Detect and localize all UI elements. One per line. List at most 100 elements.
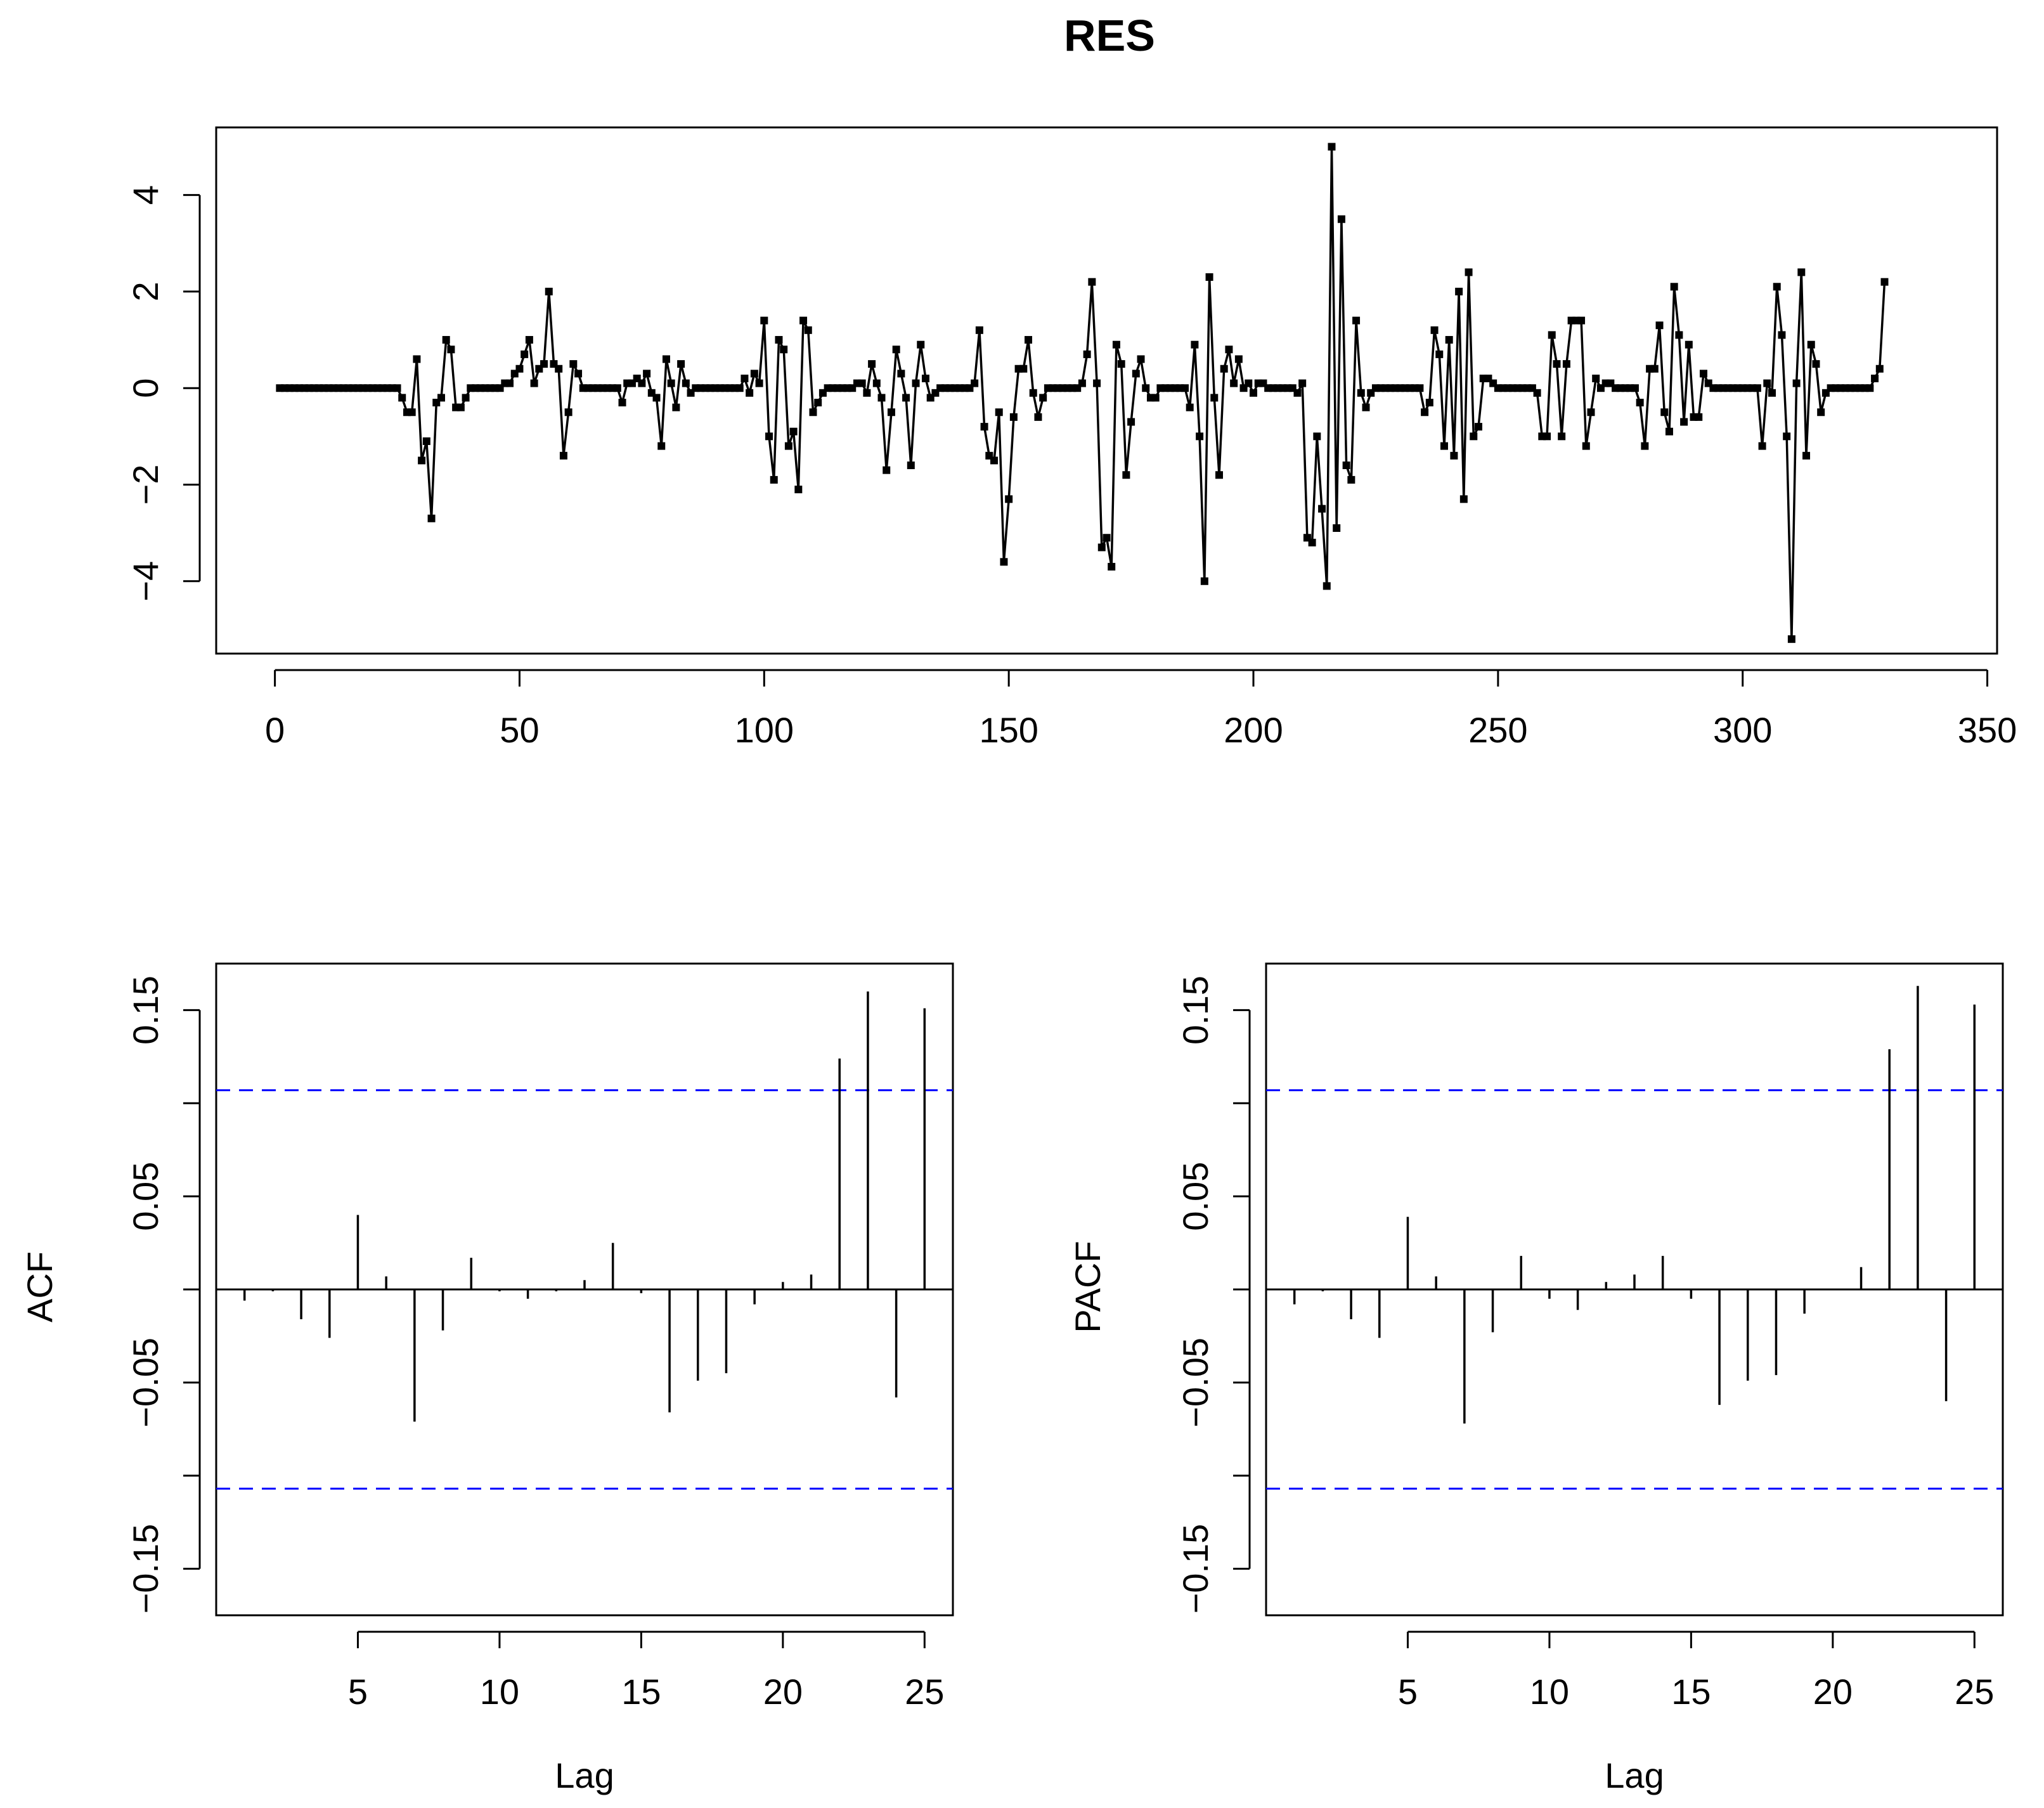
res-point-258 (1533, 389, 1541, 397)
res-point-95 (735, 384, 744, 392)
res-point-292 (1699, 370, 1707, 378)
res-point-120 (858, 379, 866, 387)
res-point-130 (907, 462, 915, 470)
res-point-192 (1210, 394, 1219, 402)
res-point-174 (1122, 471, 1130, 479)
res-point-194 (1220, 365, 1228, 373)
res-point-313 (1802, 451, 1811, 460)
res-point-214 (1318, 505, 1326, 513)
res-point-314 (1807, 340, 1815, 349)
res-point-79 (657, 442, 666, 450)
res-point-165 (1078, 379, 1086, 387)
pacf-y-tick-label-2: −0.05 (1175, 1338, 1215, 1428)
res-time-series-plot: 0 50 100 150 200 250 300 350 −4 −2 0 2 4 (126, 126, 2017, 750)
res-point-186 (1180, 384, 1189, 392)
res-point-223 (1362, 403, 1370, 411)
acf-x-tick-label-2: 15 (621, 1672, 661, 1712)
res-x-tick-label-7: 350 (1958, 710, 2017, 750)
res-point-48 (506, 379, 514, 387)
res-point-59 (559, 451, 567, 460)
res-point-156 (1034, 413, 1042, 421)
res-point-235 (1421, 408, 1429, 416)
res-point-166 (1083, 350, 1091, 358)
res-point-199 (1245, 379, 1253, 387)
res-point-244 (1465, 268, 1473, 276)
res-point-151 (1009, 413, 1018, 421)
res-point-123 (872, 379, 881, 387)
res-point-78 (652, 394, 661, 402)
res-point-212 (1308, 538, 1316, 546)
res-point-269 (1587, 408, 1595, 416)
res-point-71 (618, 399, 626, 407)
res-title: RES (1064, 11, 1155, 60)
res-point-32 (427, 514, 436, 522)
acf-y-tick-label-0: −0.15 (126, 1524, 165, 1614)
res-point-61 (569, 360, 578, 368)
res-point-189 (1196, 432, 1204, 441)
res-point-289 (1685, 340, 1693, 349)
res-point-82 (672, 403, 680, 411)
res-point-191 (1205, 273, 1213, 281)
res-point-304 (1758, 442, 1766, 450)
res-point-195 (1225, 345, 1233, 354)
res-point-328 (1875, 365, 1884, 373)
res-point-157 (1039, 394, 1047, 402)
res-point-308 (1778, 331, 1786, 339)
res-x-tick-label-3: 150 (979, 710, 1038, 750)
res-point-279 (1636, 399, 1644, 407)
res-point-84 (682, 379, 690, 387)
res-x-tick-label-6: 300 (1713, 710, 1772, 750)
res-x-tick-label-0: 0 (265, 710, 285, 750)
res-point-29 (413, 355, 421, 363)
res-point-311 (1792, 379, 1801, 387)
res-point-234 (1416, 384, 1424, 392)
res-point-270 (1592, 374, 1600, 382)
res-point-100 (760, 316, 768, 325)
res-point-99 (755, 379, 763, 387)
res-point-283 (1655, 321, 1664, 330)
res-point-200 (1250, 389, 1258, 397)
res-point-220 (1347, 475, 1355, 484)
res-point-243 (1459, 495, 1468, 503)
res-point-154 (1025, 336, 1033, 344)
res-point-58 (555, 365, 563, 373)
res-point-75 (638, 379, 646, 387)
pacf-x-axis-title: Lag (1605, 1755, 1664, 1795)
pacf-x-tick-label-0: 5 (1398, 1672, 1418, 1712)
res-point-26 (398, 394, 406, 402)
res-point-106 (789, 427, 798, 436)
res-point-264 (1562, 360, 1570, 368)
res-point-238 (1435, 350, 1444, 358)
res-point-307 (1773, 283, 1781, 291)
res-point-168 (1093, 379, 1101, 387)
res-point-52 (525, 336, 533, 344)
res-point-193 (1215, 471, 1223, 479)
res-point-267 (1577, 316, 1586, 325)
res-point-176 (1132, 370, 1140, 378)
res-point-143 (971, 379, 979, 387)
res-point-101 (765, 432, 773, 441)
acf-y-axis-title: ACF (20, 1251, 60, 1322)
acf-x-tick-label-1: 10 (480, 1672, 519, 1712)
res-point-51 (521, 350, 529, 358)
res-point-306 (1768, 389, 1776, 397)
pacf-x-tick-label-3: 20 (1813, 1672, 1853, 1712)
res-point-148 (995, 408, 1003, 416)
res-y-tick-label-2: 0 (126, 378, 165, 398)
res-point-126 (887, 408, 895, 416)
res-point-127 (892, 345, 900, 354)
res-point-309 (1783, 432, 1791, 441)
res-point-103 (775, 336, 783, 344)
res-point-177 (1137, 355, 1145, 363)
res-point-30 (418, 456, 426, 465)
res-y-tick-label-4: 4 (126, 185, 165, 205)
res-point-310 (1787, 635, 1795, 643)
res-point-280 (1641, 442, 1649, 450)
res-point-35 (442, 336, 450, 344)
res-point-213 (1313, 432, 1321, 441)
res-point-172 (1112, 340, 1120, 349)
res-point-50 (515, 365, 524, 373)
res-point-145 (980, 423, 988, 431)
res-point-282 (1650, 365, 1659, 373)
pacf-x-tick-label-4: 25 (1955, 1672, 1994, 1712)
